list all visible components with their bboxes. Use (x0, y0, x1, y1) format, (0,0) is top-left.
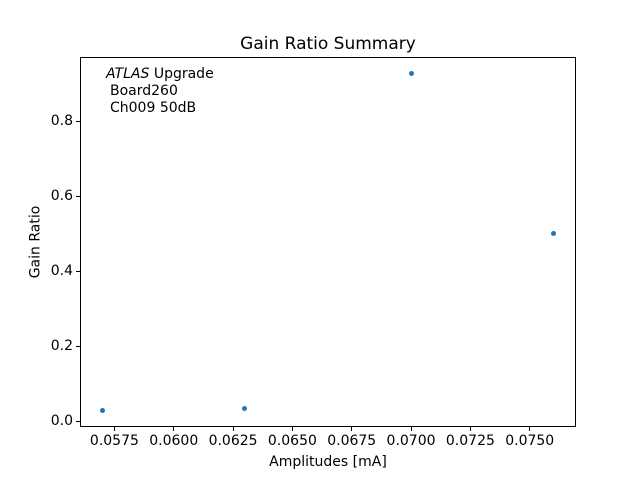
x-tick-mark (351, 427, 353, 431)
annotation-upgrade-label: Upgrade (149, 66, 214, 82)
scatter-point (100, 407, 106, 413)
x-tick-label: 0.0625 (208, 433, 258, 449)
chart-title: Gain Ratio Summary (240, 34, 416, 54)
scatter-point (242, 405, 248, 411)
y-tick-label: 0.6 (50, 188, 73, 205)
annotation-line-1: ATLAS Upgrade (106, 66, 214, 83)
x-tick-mark (173, 427, 175, 431)
annotation-line-3: Ch009 50dB (110, 100, 197, 116)
x-axis-label: Amplitudes [mA] (269, 454, 387, 470)
x-tick-mark (291, 427, 293, 431)
x-tick-label: 0.0600 (149, 433, 199, 449)
scatter-point (550, 230, 556, 236)
y-tick-mark (76, 421, 80, 423)
y-tick-label: 0.0 (50, 413, 73, 430)
plot-area (80, 57, 576, 427)
y-tick-label: 0.4 (50, 263, 73, 280)
x-tick-label: 0.0725 (445, 433, 495, 449)
y-tick-mark (76, 271, 80, 273)
x-tick-mark (529, 427, 531, 431)
x-tick-mark (410, 427, 412, 431)
y-tick-mark (76, 196, 80, 198)
y-axis-label: Gain Ratio (27, 205, 44, 279)
y-tick-label: 0.2 (50, 338, 73, 355)
x-tick-mark (232, 427, 234, 431)
annotation-block: ATLAS Upgrade Board260 Ch009 50dB (106, 66, 214, 117)
x-tick-mark (113, 427, 115, 431)
x-tick-mark (469, 427, 471, 431)
x-tick-label: 0.0575 (89, 433, 139, 449)
annotation-line-2: Board260 (110, 83, 178, 99)
x-tick-label: 0.0650 (267, 433, 317, 449)
x-tick-label: 0.0700 (386, 433, 436, 449)
y-tick-mark (76, 121, 80, 123)
y-tick-mark (76, 346, 80, 348)
x-tick-label: 0.0750 (505, 433, 555, 449)
annotation-atlas-label: ATLAS (106, 66, 150, 82)
y-tick-label: 0.8 (50, 113, 73, 130)
scatter-point (408, 71, 414, 77)
x-tick-label: 0.0675 (327, 433, 377, 449)
